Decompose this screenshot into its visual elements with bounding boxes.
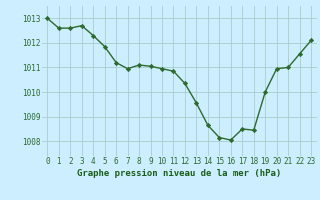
X-axis label: Graphe pression niveau de la mer (hPa): Graphe pression niveau de la mer (hPa) — [77, 169, 281, 178]
